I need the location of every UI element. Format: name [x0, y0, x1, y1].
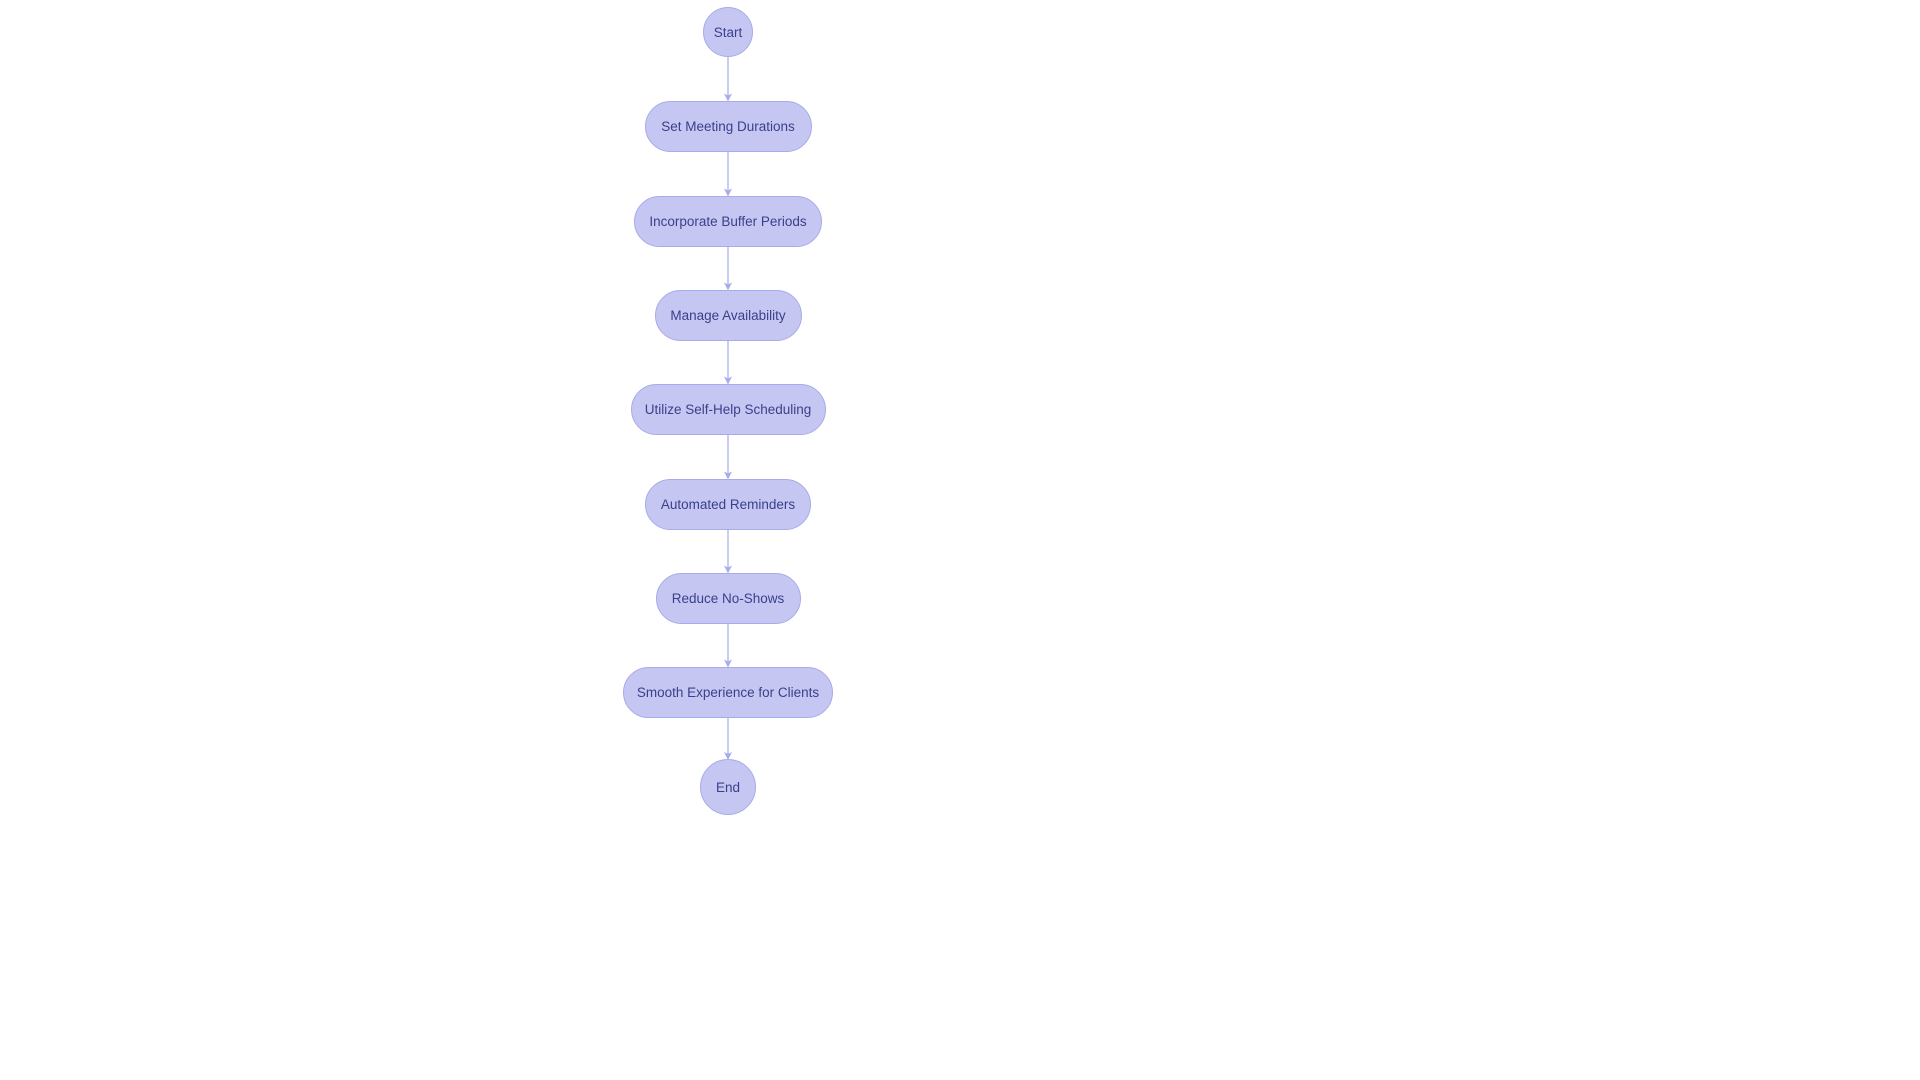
flow-node-start: Start — [703, 7, 753, 57]
flow-node-label: Smooth Experience for Clients — [637, 685, 819, 700]
flow-node-label: Incorporate Buffer Periods — [649, 214, 806, 229]
flow-node-n6: Reduce No-Shows — [656, 573, 801, 624]
flow-node-n3: Manage Availability — [655, 290, 802, 341]
flow-node-end: End — [700, 759, 756, 815]
flow-node-n7: Smooth Experience for Clients — [623, 667, 833, 718]
edges-layer — [0, 0, 1920, 1080]
flow-node-n4: Utilize Self-Help Scheduling — [631, 384, 826, 435]
flow-node-label: Reduce No-Shows — [672, 591, 785, 606]
flowchart-canvas: Start Set Meeting Durations Incorporate Bu… — [0, 0, 1920, 1080]
flow-node-label: Automated Reminders — [661, 497, 795, 512]
flow-node-n2: Incorporate Buffer Periods — [634, 196, 822, 247]
flow-node-label: Start — [714, 25, 743, 40]
flow-node-n1: Set Meeting Durations — [645, 101, 812, 152]
flow-node-label: Utilize Self-Help Scheduling — [645, 402, 812, 417]
flow-node-n5: Automated Reminders — [645, 479, 811, 530]
flow-node-label: Manage Availability — [670, 308, 785, 323]
flow-node-label: End — [716, 780, 740, 795]
flow-node-label: Set Meeting Durations — [661, 119, 795, 134]
